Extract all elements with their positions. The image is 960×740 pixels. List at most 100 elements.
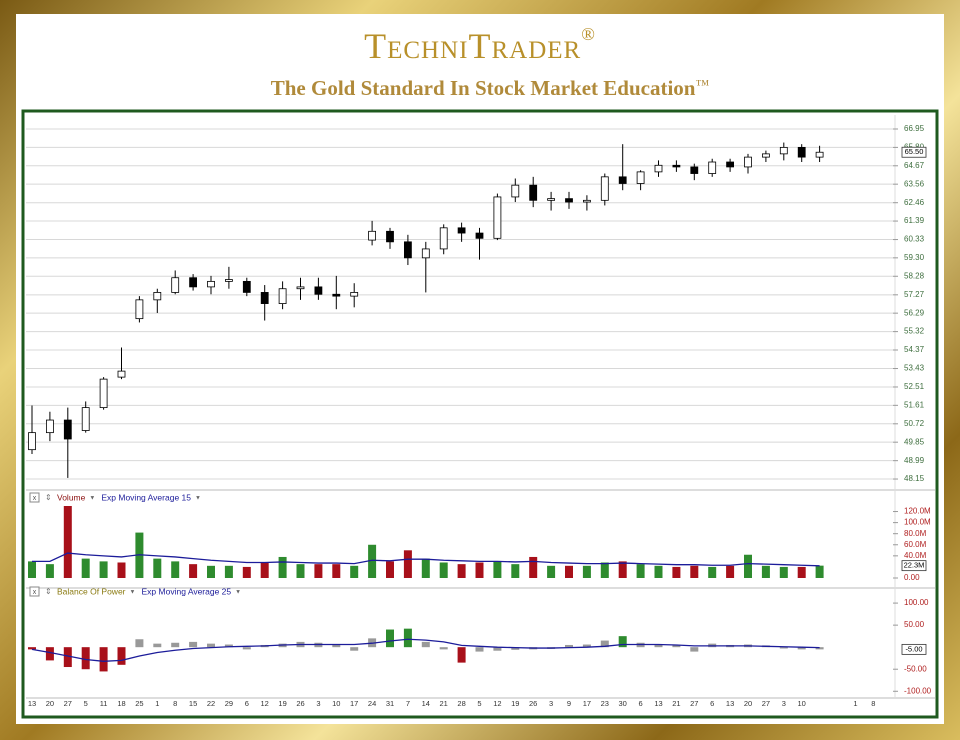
last-value-label: 22.3M: [904, 561, 925, 570]
bar: [511, 647, 520, 650]
x-tick-label: 25: [135, 699, 143, 708]
bar: [547, 565, 556, 578]
bar: [224, 565, 233, 578]
candle-body: [529, 184, 538, 201]
bar: [207, 565, 215, 578]
candle-body: [368, 230, 377, 241]
candle-body: [260, 292, 269, 304]
candle-body: [439, 227, 448, 250]
y-tick-label: 100.00: [904, 598, 929, 607]
y-tick-label: 55.32: [904, 327, 925, 336]
bar: [403, 550, 412, 578]
x-tick-label: 3: [316, 699, 320, 708]
y-tick-label: 48.15: [904, 474, 925, 483]
bar: [242, 566, 251, 578]
candle-body: [565, 198, 573, 203]
bar: [117, 647, 126, 665]
bar: [672, 644, 681, 648]
x-tick-label: 26: [296, 699, 304, 708]
candle-body: [690, 166, 699, 174]
x-tick-label: 18: [117, 699, 125, 708]
bar: [690, 565, 699, 578]
candle-body: [386, 230, 394, 243]
legend-entry: Exp Moving Average 15: [101, 492, 191, 502]
bar: [582, 565, 591, 578]
x-tick-label: 10: [798, 699, 806, 708]
bar: [153, 643, 162, 648]
x-tick-label: 31: [386, 699, 394, 708]
y-tick-label: 50.72: [904, 419, 925, 428]
bar: [189, 641, 198, 648]
bar: [565, 565, 573, 578]
candle-body: [797, 146, 806, 158]
x-tick-label: 26: [529, 699, 537, 708]
bar: [189, 564, 198, 578]
x-tick-label: 27: [64, 699, 72, 708]
brand-title-text: TechniTrader: [364, 26, 581, 66]
legend-close-x: x: [33, 495, 37, 502]
bar: [386, 629, 394, 648]
candle-body: [350, 292, 359, 297]
candle-body: [332, 293, 341, 297]
bar: [582, 644, 591, 648]
bar: [207, 643, 215, 648]
bar: [618, 561, 627, 578]
bar: [618, 636, 627, 648]
y-tick-label: 58.28: [904, 271, 925, 280]
brand-mark: ®: [581, 24, 596, 44]
x-tick-label: 23: [601, 699, 609, 708]
x-tick-label: 17: [350, 699, 358, 708]
x-tick-label: 13: [726, 699, 734, 708]
candle-body: [189, 277, 198, 288]
y-tick-label: 57.27: [904, 290, 925, 299]
y-tick-label: 56.29: [904, 308, 925, 317]
candle-body: [296, 286, 305, 290]
x-tick-label: 3: [782, 699, 786, 708]
x-tick-label: 11: [100, 699, 108, 708]
y-tick-label: 48.99: [904, 456, 925, 465]
x-tick-label: 17: [583, 699, 591, 708]
x-tick-label: 6: [639, 699, 643, 708]
bar: [493, 561, 502, 578]
ema-line: [31, 638, 820, 662]
bar: [475, 647, 484, 652]
candle-body: [224, 279, 233, 282]
y-tick-label: 50.00: [904, 620, 925, 629]
candle-body: [779, 146, 788, 155]
bar: [511, 564, 520, 578]
candle-body: [28, 432, 36, 451]
bar: [81, 647, 90, 670]
candle-body: [654, 164, 663, 173]
bar: [815, 565, 824, 578]
bar: [636, 564, 645, 578]
y-tick-label: 64.67: [904, 161, 925, 170]
x-tick-label: 20: [46, 699, 54, 708]
bar: [690, 647, 699, 652]
x-tick-label: 6: [710, 699, 714, 708]
bar: [242, 647, 251, 650]
y-tick-label: 60.0M: [904, 540, 927, 549]
y-tick-label: 59.30: [904, 253, 925, 262]
brand-title: TechniTrader®: [364, 24, 596, 66]
y-tick-label: 54.37: [904, 345, 925, 354]
bar: [45, 564, 54, 578]
candle-body: [511, 184, 520, 198]
bar: [63, 506, 72, 578]
y-tick-label: 51.61: [904, 400, 925, 409]
candle-body: [815, 151, 824, 158]
x-tick-label: 12: [493, 699, 501, 708]
x-tick-label: 27: [762, 699, 770, 708]
bar: [529, 556, 538, 578]
bar: [779, 566, 788, 578]
bar: [350, 647, 359, 651]
candle-body: [547, 198, 555, 201]
y-tick-label: 120.0M: [904, 507, 931, 516]
legend-dropdown: ▼: [195, 496, 201, 502]
bar: [761, 565, 770, 578]
x-tick-label: 8: [871, 699, 875, 708]
bar: [332, 644, 341, 648]
bar: [654, 565, 663, 578]
x-tick-label: 19: [511, 699, 519, 708]
last-value-label: -5.00: [905, 644, 922, 653]
chart-frame: [21, 109, 939, 719]
